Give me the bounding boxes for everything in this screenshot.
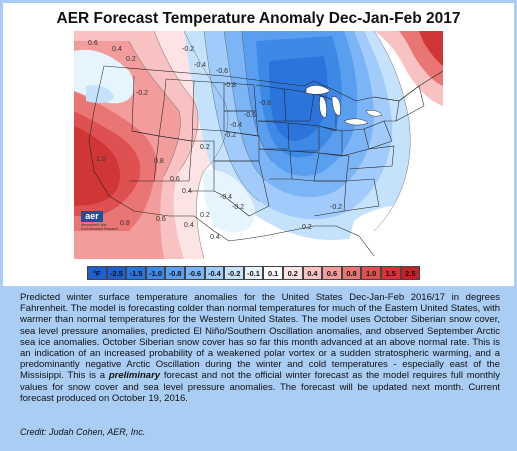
legend-bin: -0.8 [165, 266, 185, 280]
legend-bin: -1.5 [126, 266, 146, 280]
contour-label: -0.4 [230, 122, 242, 129]
contour-label: 0.8 [154, 158, 164, 165]
contour-label: 0.2 [200, 144, 210, 151]
contour-label: 0.4 [112, 46, 122, 53]
contour-label: 0.2 [126, 56, 136, 63]
contour-label: 0.6 [156, 216, 166, 223]
legend-unit: °F [87, 266, 107, 280]
legend-bin: -0.4 [204, 266, 225, 280]
legend-bin: -0.6 [184, 266, 205, 280]
contour-label: -0.8 [224, 82, 236, 89]
aer-logo: aer Atmospheric and Environmental Resear… [81, 211, 118, 237]
contour-label: -0.8 [259, 100, 271, 107]
legend-bin: -1.0 [145, 266, 166, 280]
contour-label: 0.4 [182, 188, 192, 195]
contour-label: -0.6 [216, 68, 228, 75]
contour-label: 0.4 [184, 222, 194, 229]
contour-label: 0.8 [120, 220, 130, 227]
legend-bin: 0.1 [263, 266, 283, 280]
legend-bin: 1.0 [361, 266, 381, 280]
legend-bin: -0.2 [224, 266, 244, 280]
contour-label: 0.6 [88, 40, 98, 47]
anomaly-map: 0.6 0.4 0.2 -0.2 -0.4 -0.6 -0.8 1.0 0.8 … [74, 31, 443, 259]
contour-label: -0.2 [224, 132, 236, 139]
legend-bin: -2.5 [106, 266, 127, 280]
map-title: AER Forecast Temperature Anomaly Dec-Jan… [56, 10, 461, 27]
caption-text-2: forecast and not the official winter for… [20, 370, 500, 404]
contour-label: 0.6 [170, 176, 180, 183]
legend-bin: 0.8 [341, 266, 362, 280]
legend-bin: 1.5 [380, 266, 401, 280]
legend-bin: -0.1 [243, 266, 264, 280]
legend-bin: 0.4 [302, 266, 323, 280]
caption-emphasis: preliminary [108, 370, 161, 382]
contour-label: -0.2 [232, 204, 244, 211]
contour-label: 1.0 [96, 156, 106, 163]
aer-logo-subtitle: Atmospheric and Environmental Research [81, 223, 119, 231]
map-caption: Predicted winter surface temperature ano… [20, 292, 500, 404]
contour-label: -0.4 [220, 194, 232, 201]
legend-bin: 0.2 [282, 266, 303, 280]
caption-text-1: Predicted winter surface temperature ano… [20, 292, 500, 382]
legend-bin: 0.6 [322, 266, 342, 280]
contour-label: -0.2 [182, 46, 194, 53]
credit-line: Credit: Judah Cohen, AER, Inc. [20, 427, 146, 437]
color-legend: °F -2.5 -1.5 -1.0 -0.8 -0.6 -0.4 -0.2 -0.1 0.1 0.… [87, 263, 421, 283]
contour-label: 0.4 [210, 234, 220, 241]
contour-label: -0.2 [330, 204, 342, 211]
forecast-map-panel: AER Forecast Temperature Anomaly Dec-Jan… [3, 3, 514, 286]
aer-logo-mark: aer [81, 211, 103, 222]
contour-label: -0.2 [136, 90, 148, 97]
contour-label: 0.2 [302, 224, 312, 231]
contour-label: 0.2 [200, 212, 210, 219]
contour-label: -0.4 [194, 62, 206, 69]
contour-label: -0.6 [244, 112, 256, 119]
anomaly-map-graphic: 0.6 0.4 0.2 -0.2 -0.4 -0.6 -0.8 1.0 0.8 … [74, 31, 443, 259]
legend-bin: 2.5 [400, 266, 421, 280]
